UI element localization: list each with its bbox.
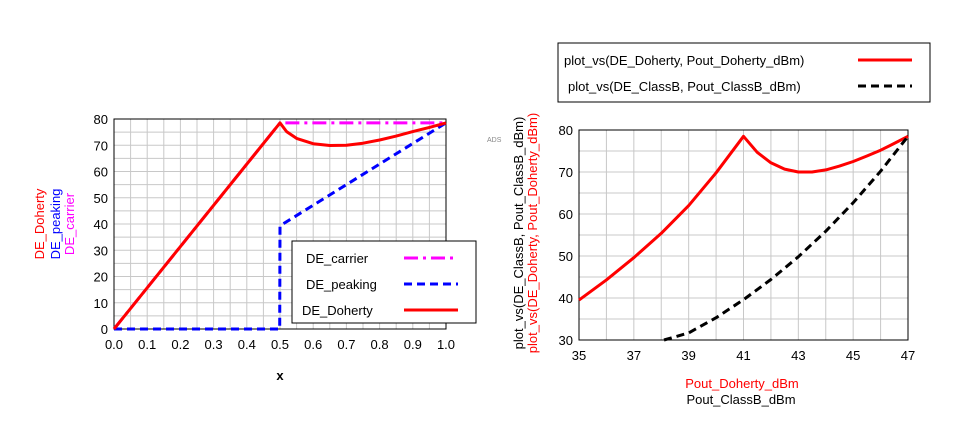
chart1-xtick-label: 0.4	[238, 337, 256, 352]
chart1-ytick-label: 60	[94, 165, 108, 180]
chart2-xtick-label: 35	[572, 348, 586, 363]
chart1-ytick-label: 50	[94, 191, 108, 206]
chart1-series-de-doherty	[112, 121, 447, 330]
chart1-xtick-label: 0.1	[138, 337, 156, 352]
chart2-legend-label: plot_vs(DE_Doherty, Pout_Doherty_dBm)	[564, 53, 804, 68]
chart1-xtick-label: 0.5	[271, 337, 289, 352]
chart1-series-de-peaking	[114, 121, 447, 331]
chart2-xtick-label: 41	[736, 348, 750, 363]
chart2-ytick-label: 60	[559, 207, 573, 222]
chart1-ytick-label: 20	[94, 270, 108, 285]
chart2-xlabel: Pout_ClassB_dBm	[686, 392, 795, 407]
chart1-plot-frame	[113, 118, 447, 330]
chart1-legend-label: DE_peaking	[306, 277, 377, 292]
chart1-ytick-label: 30	[94, 243, 108, 258]
chart2-xtick-label: 43	[791, 348, 805, 363]
chart2-legend-label: plot_vs(DE_ClassB, Pout_ClassB_dBm)	[568, 79, 801, 94]
chart1-ytick-label: 80	[94, 112, 108, 127]
chart2-plot-frame	[578, 129, 909, 341]
chart2-series-doherty	[578, 134, 909, 302]
chart2-xtick-label: 39	[681, 348, 695, 363]
chart1-ytick-label: 40	[94, 217, 108, 232]
chart2-series-classb	[663, 135, 910, 342]
chart1-ylabel: DE_Doherty	[32, 188, 47, 259]
chart1-xtick-label: 0.2	[171, 337, 189, 352]
chart2-ylabel: plot_vs(DE_Doherty, Pout_Doherty_dBm)	[525, 113, 540, 353]
chart2-xtick-label: 45	[846, 348, 860, 363]
chart1-xtick-label: 1.0	[437, 337, 455, 352]
chart2-xtick-label: 37	[627, 348, 641, 363]
chart1-legend-label: DE_carrier	[306, 251, 369, 266]
chart2-annotation: ADS	[487, 137, 502, 144]
chart1-ytick-label: 70	[94, 138, 108, 153]
chart2-ytick-label: 40	[559, 291, 573, 306]
chart1-ytick-label: 0	[101, 322, 108, 337]
chart1-xtick-label: 0.8	[371, 337, 389, 352]
chart2-ytick-label: 50	[559, 249, 573, 264]
chart1-xlabel: x	[276, 368, 284, 383]
chart2-xtick-label: 47	[901, 348, 915, 363]
chart1-legend	[291, 240, 477, 324]
chart1-legend-label: DE_Doherty	[302, 303, 373, 318]
chart1-ylabel: DE_peaking	[48, 189, 63, 260]
chart2-ytick-label: 30	[559, 333, 573, 348]
chart1-ytick-label: 10	[94, 296, 108, 311]
chart1-xtick-label: 0.7	[337, 337, 355, 352]
chart1-xtick-label: 0.3	[205, 337, 223, 352]
chart2-ytick-label: 70	[559, 165, 573, 180]
chart1-xtick-label: 0.9	[404, 337, 422, 352]
chart2-ylabel: plot_vs(DE_ClassB, Pout_ClassB_dBm)	[511, 117, 526, 350]
chart2-legend	[557, 42, 931, 103]
chart1-ylabel: DE_carrier	[62, 192, 77, 255]
chart1-xtick-label: 0.0	[105, 337, 123, 352]
chart2-ytick-label: 80	[559, 123, 573, 138]
chart1-xtick-label: 0.6	[304, 337, 322, 352]
chart2-xlabel: Pout_Doherty_dBm	[685, 376, 798, 391]
